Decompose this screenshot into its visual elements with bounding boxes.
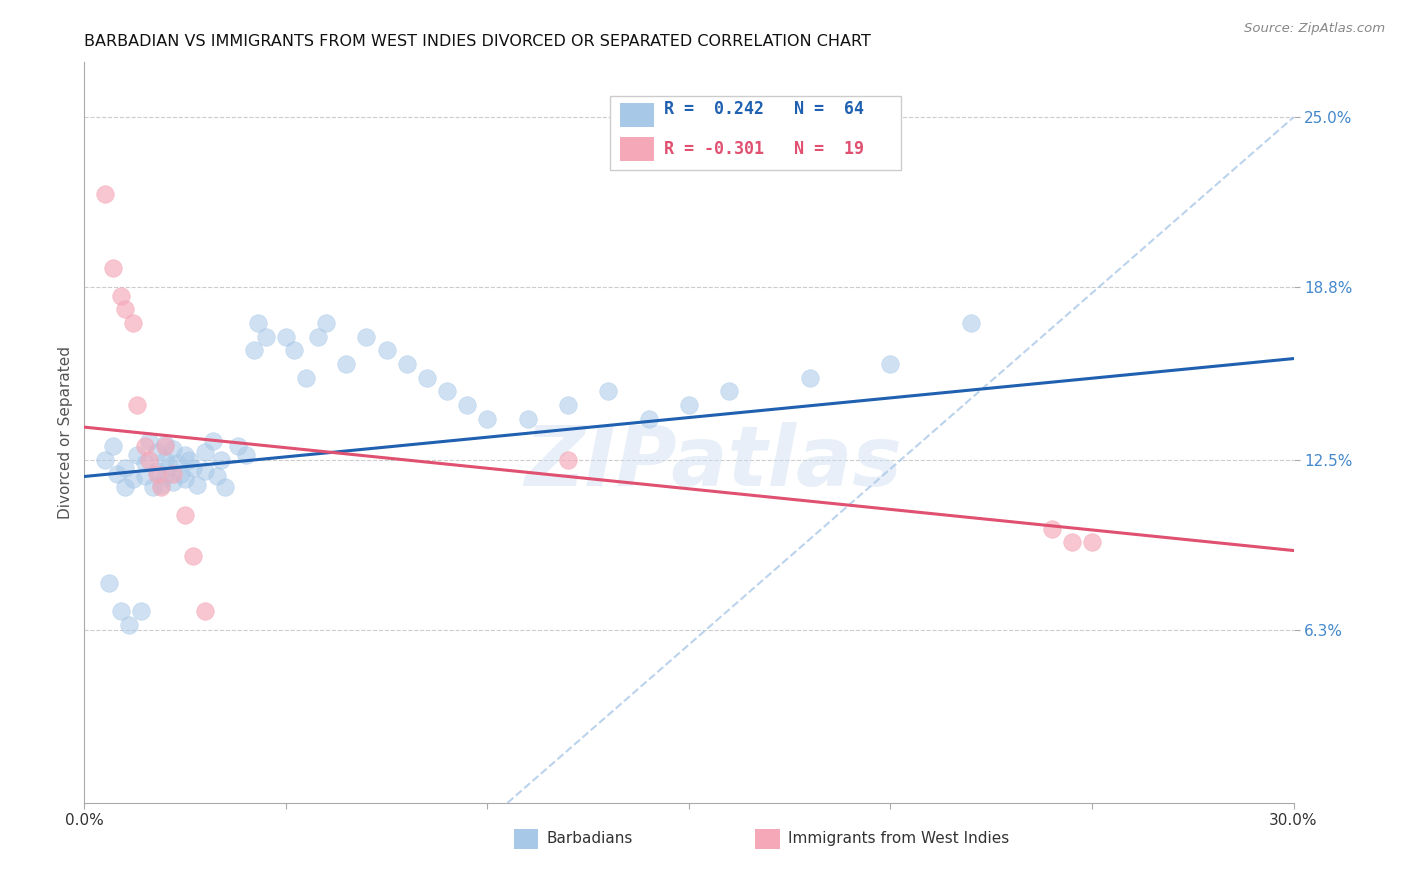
Point	[207, 469, 229, 483]
Point	[129, 604, 152, 618]
Point	[179, 453, 201, 467]
Point	[194, 464, 217, 478]
Point	[335, 357, 357, 371]
Text: ZIPatlas: ZIPatlas	[524, 422, 903, 503]
Point	[110, 604, 132, 618]
Point	[146, 464, 169, 478]
Point	[125, 448, 148, 462]
Point	[254, 329, 277, 343]
Y-axis label: Divorced or Separated: Divorced or Separated	[58, 346, 73, 519]
Point	[121, 472, 143, 486]
Point	[162, 442, 184, 456]
Point	[162, 475, 184, 489]
Point	[93, 453, 115, 467]
Point	[214, 480, 236, 494]
Point	[274, 329, 297, 343]
Point	[153, 436, 176, 450]
Point	[283, 343, 305, 358]
Point	[1081, 535, 1104, 549]
Point	[153, 453, 176, 467]
Point	[477, 412, 499, 426]
Point	[516, 412, 538, 426]
Point	[134, 456, 156, 470]
Point	[114, 302, 136, 317]
Bar	[513, 830, 538, 848]
Point	[678, 398, 700, 412]
Point	[246, 316, 269, 330]
Point	[960, 316, 983, 330]
Point	[209, 453, 232, 467]
Text: BARBADIAN VS IMMIGRANTS FROM WEST INDIES DIVORCED OR SEPARATED CORRELATION CHART: BARBADIAN VS IMMIGRANTS FROM WEST INDIES…	[84, 34, 872, 49]
Point	[1040, 522, 1063, 536]
Point	[416, 371, 439, 385]
Point	[557, 453, 579, 467]
Point	[598, 384, 620, 399]
Point	[799, 371, 821, 385]
Point	[235, 448, 257, 462]
Point	[456, 398, 478, 412]
Point	[134, 439, 156, 453]
Point	[375, 343, 398, 358]
Point	[146, 445, 169, 459]
Point	[93, 187, 115, 202]
Point	[157, 458, 180, 473]
Point	[194, 445, 217, 459]
Point	[97, 576, 120, 591]
Point	[315, 316, 337, 330]
Text: R = -0.301   N =  19: R = -0.301 N = 19	[664, 140, 863, 158]
Point	[242, 343, 264, 358]
Point	[202, 434, 225, 448]
Point	[114, 461, 136, 475]
Point	[637, 412, 659, 426]
Point	[121, 316, 143, 330]
Point	[138, 434, 160, 448]
Point	[557, 398, 579, 412]
Point	[307, 329, 329, 343]
Point	[194, 604, 217, 618]
FancyBboxPatch shape	[610, 95, 901, 169]
Point	[153, 469, 176, 483]
Point	[138, 453, 160, 467]
Point	[105, 467, 128, 481]
Point	[149, 480, 172, 494]
Point	[101, 261, 124, 276]
Point	[295, 371, 318, 385]
Point	[356, 329, 378, 343]
Point	[134, 469, 156, 483]
Point	[181, 549, 204, 563]
Bar	[755, 830, 780, 848]
Point	[114, 480, 136, 494]
Text: R =  0.242   N =  64: R = 0.242 N = 64	[664, 100, 863, 118]
Point	[186, 477, 208, 491]
Point	[879, 357, 901, 371]
Point	[142, 480, 165, 494]
Point	[174, 508, 197, 522]
Bar	[620, 103, 654, 127]
Point	[718, 384, 741, 399]
Point	[395, 357, 418, 371]
Point	[166, 456, 188, 470]
Bar	[620, 137, 654, 161]
Point	[436, 384, 458, 399]
Point	[170, 467, 193, 481]
Point	[181, 461, 204, 475]
Point	[149, 477, 172, 491]
Point	[226, 439, 249, 453]
Text: Barbadians: Barbadians	[547, 830, 633, 846]
Point	[146, 467, 169, 481]
Point	[174, 448, 197, 462]
Point	[118, 617, 141, 632]
Text: Source: ZipAtlas.com: Source: ZipAtlas.com	[1244, 22, 1385, 36]
Point	[110, 288, 132, 302]
Point	[101, 439, 124, 453]
Text: Immigrants from West Indies: Immigrants from West Indies	[789, 830, 1010, 846]
Point	[125, 398, 148, 412]
Point	[153, 439, 176, 453]
Point	[174, 472, 197, 486]
Point	[1060, 535, 1083, 549]
Point	[162, 467, 184, 481]
